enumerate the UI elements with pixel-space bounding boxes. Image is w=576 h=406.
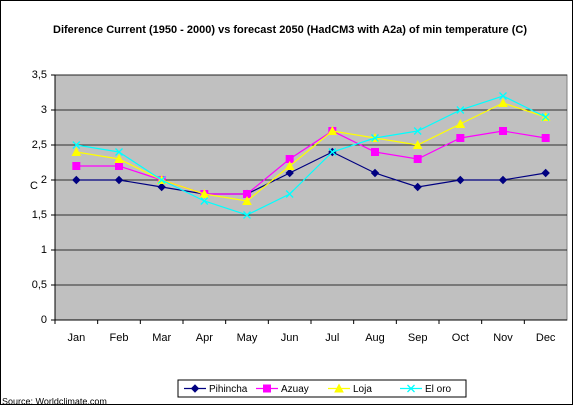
y-tick-label: 3,5 bbox=[32, 69, 47, 81]
point bbox=[456, 134, 465, 142]
y-tick-label: 0 bbox=[41, 314, 47, 326]
y-tick-label: 1,5 bbox=[32, 209, 47, 221]
series-line bbox=[76, 151, 546, 195]
point bbox=[541, 168, 550, 178]
point bbox=[456, 106, 465, 114]
point bbox=[115, 148, 123, 156]
point bbox=[499, 92, 507, 100]
point bbox=[285, 190, 294, 198]
point bbox=[71, 146, 82, 156]
series-line bbox=[76, 102, 546, 202]
x-tick-label: Sep bbox=[408, 332, 428, 344]
plot-area bbox=[54, 74, 568, 321]
x-tick-label: Dec bbox=[536, 332, 556, 344]
point bbox=[456, 175, 465, 185]
point bbox=[284, 160, 295, 170]
point bbox=[200, 197, 209, 205]
point bbox=[499, 127, 507, 135]
x-tick-label: Jul bbox=[325, 332, 339, 344]
series-line bbox=[76, 95, 546, 216]
x-tick-label: Aug bbox=[365, 332, 385, 344]
point bbox=[541, 113, 550, 121]
point bbox=[498, 97, 508, 107]
x-tick-label: Oct bbox=[452, 332, 469, 344]
point bbox=[72, 141, 81, 149]
point bbox=[114, 175, 124, 185]
point bbox=[328, 148, 337, 156]
point bbox=[455, 118, 466, 128]
x-tick-label: Mar bbox=[152, 332, 171, 344]
x-tick-label: Feb bbox=[110, 332, 129, 344]
point bbox=[327, 125, 338, 135]
point bbox=[413, 127, 422, 135]
y-tick-label: 2 bbox=[41, 174, 47, 186]
legend-label: Pihincha bbox=[209, 384, 248, 395]
point bbox=[498, 175, 508, 185]
point bbox=[285, 168, 294, 178]
chart-title: Diference Current (1950 - 2000) vs forec… bbox=[53, 24, 527, 36]
y-tick-label: 1 bbox=[41, 244, 47, 256]
x-tick-label: Jan bbox=[67, 332, 85, 344]
point bbox=[243, 211, 251, 219]
legend-marker bbox=[334, 383, 344, 393]
legend-marker bbox=[263, 384, 271, 393]
series-line bbox=[76, 130, 546, 195]
y-tick-label: 2,5 bbox=[32, 139, 47, 151]
x-tick-label: May bbox=[237, 332, 258, 344]
point bbox=[199, 188, 210, 198]
legend-marker bbox=[407, 384, 415, 393]
point bbox=[157, 182, 166, 192]
point bbox=[412, 139, 423, 149]
source: Source: Worldclimate.com bbox=[2, 396, 107, 406]
x-tick-label: Jun bbox=[281, 332, 299, 344]
x-tick-label: Apr bbox=[196, 332, 213, 344]
point bbox=[413, 155, 422, 163]
point bbox=[371, 148, 379, 156]
x-tick-label: Nov bbox=[493, 332, 513, 344]
point bbox=[242, 195, 252, 205]
point bbox=[413, 182, 422, 192]
legend-label: El oro bbox=[425, 384, 452, 395]
point bbox=[371, 134, 379, 142]
point bbox=[72, 175, 81, 185]
point bbox=[115, 162, 123, 170]
legend-label: Loja bbox=[353, 384, 372, 395]
point bbox=[114, 153, 124, 163]
point bbox=[72, 162, 81, 170]
point bbox=[157, 176, 166, 184]
legend-box bbox=[177, 379, 467, 398]
y-axis-label: C bbox=[30, 180, 38, 192]
y-tick-label: 0,5 bbox=[32, 279, 47, 291]
point bbox=[370, 168, 380, 178]
y-tick-label: 3 bbox=[41, 104, 47, 116]
legend-marker bbox=[190, 384, 200, 393]
point bbox=[541, 134, 550, 142]
legend-label: Azuay bbox=[281, 384, 309, 395]
